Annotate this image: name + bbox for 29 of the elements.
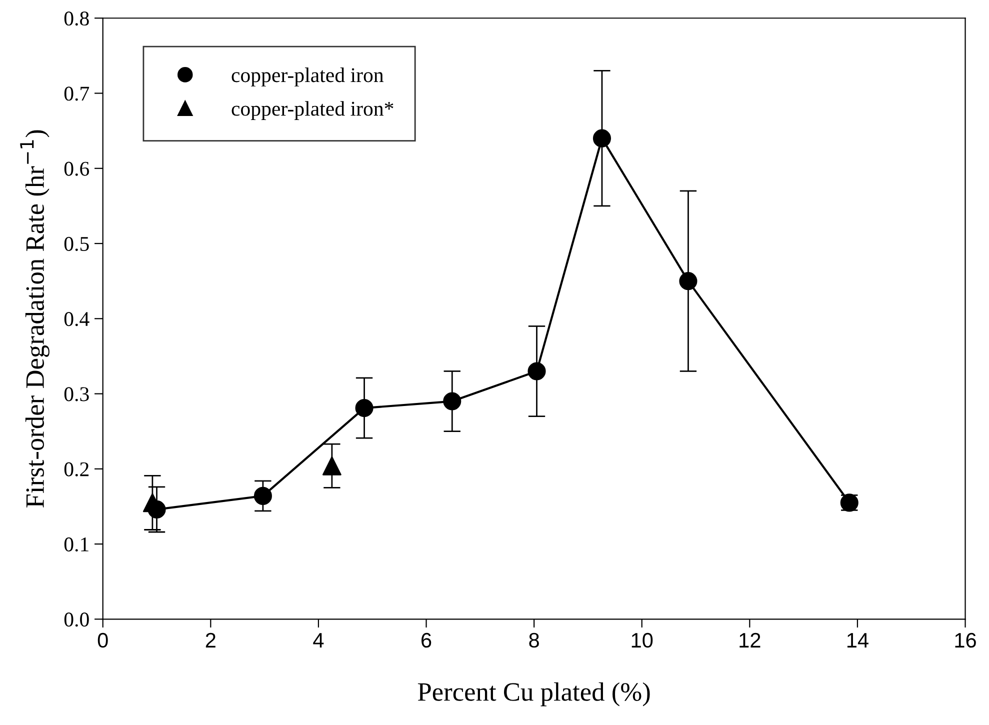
x-tick-label: 16	[955, 632, 976, 648]
y-tick-label: 0.5	[64, 236, 89, 252]
point	[592, 129, 612, 148]
y-axis-title: First-order Degradation Rate (hr$^{−1}$)	[20, 130, 50, 508]
x-tick-label: 10	[632, 632, 653, 648]
x-tick-label: 6	[422, 632, 432, 648]
legend-label: copper-plated iron*	[232, 101, 394, 120]
point	[679, 272, 698, 290]
y-tick-label: 0.6	[64, 162, 90, 176]
y-tick-label: 0.4	[64, 312, 90, 326]
legend-label: copper-plated iron	[232, 68, 384, 86]
y-tick-label: 0.1	[64, 537, 88, 552]
x-tick-label: 4	[313, 633, 324, 648]
x-tick-label: 8	[529, 632, 539, 648]
y-tick-label: 0.3	[64, 387, 89, 402]
point	[254, 486, 272, 505]
point	[443, 392, 462, 410]
y-tick-label: 0.8	[64, 12, 89, 26]
x-tick-label: 12	[740, 632, 760, 648]
point	[355, 399, 374, 418]
x-axis-title: Percent Cu plated (%)	[418, 682, 650, 706]
x-tick-label: 0	[98, 632, 108, 648]
y-tick-label: 0.2	[64, 462, 89, 476]
y-tick-label: 0.0	[64, 612, 89, 627]
y-tick-label: 0.7	[64, 86, 90, 101]
x-tick-label: 2	[206, 632, 216, 648]
x-tick-label: 14	[847, 633, 868, 648]
point	[322, 456, 342, 476]
point	[528, 362, 546, 380]
